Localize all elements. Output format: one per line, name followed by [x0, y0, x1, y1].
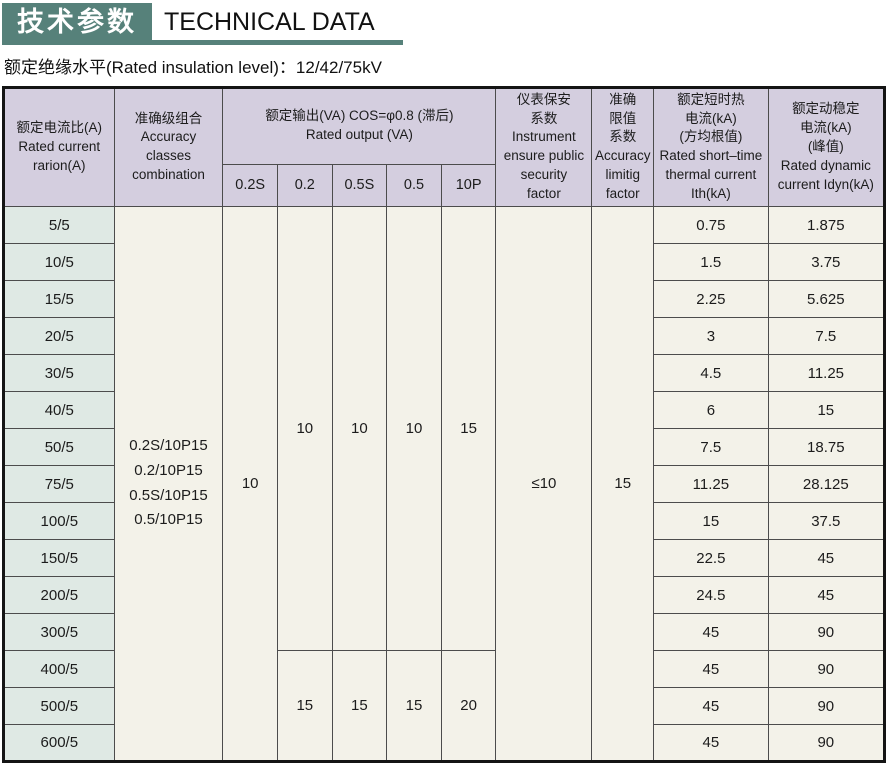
output-0-5-lower-cell: 15	[386, 650, 442, 763]
thermal-current-cell: 24.5	[653, 576, 769, 615]
thermal-current-cell: 11.25	[653, 465, 769, 504]
dynamic-current-cell: 15	[767, 391, 886, 430]
thermal-current-cell: 4.5	[653, 354, 769, 393]
table-header: 额定电流比(A) Rated current rarion(A) 准确级组合 A…	[3, 86, 886, 208]
dynamic-current-cell: 18.75	[767, 428, 886, 467]
security-factor-cell: ≤10	[495, 206, 593, 763]
dynamic-current-cell: 7.5	[767, 317, 886, 356]
sub-col-header-0-5S: 0.5S	[331, 163, 388, 208]
output-10P-lower-cell: 20	[440, 650, 497, 763]
dynamic-current-cell: 45	[767, 576, 886, 615]
col-header-thermal-current: 额定短时热 电流(kA) (方均根值) Rated short–time the…	[653, 86, 769, 208]
thermal-current-cell: 3	[653, 317, 769, 356]
rated-current-ratio-cell: 300/5	[3, 613, 115, 652]
sub-col-header-0-5: 0.5	[386, 163, 442, 208]
output-0-5-upper-cell: 10	[386, 206, 442, 652]
table-row-500-5: 500/5 45 90	[3, 687, 886, 726]
table-row-300-5: 300/5 45 90	[3, 613, 886, 652]
header-row-output-classes: 0.2S 0.2 0.5S 0.5 10P	[4, 163, 885, 208]
table-row-600-5: 600/5 45 90	[3, 724, 886, 763]
col-header-limit-factor: 准确 限值 系数 Accuracy limitig factor	[591, 86, 655, 208]
rated-current-ratio-cell: 400/5	[3, 650, 115, 689]
thermal-current-cell: 45	[653, 724, 769, 763]
table-row-75-5: 75/5 11.25 28.125	[3, 465, 886, 504]
rated-current-ratio-cell: 30/5	[3, 354, 115, 393]
table-row-10-5: 10/5 1.5 3.75	[3, 243, 886, 282]
output-0-5S-upper-cell: 10	[331, 206, 388, 652]
dynamic-current-cell: 45	[767, 539, 886, 578]
dynamic-current-cell: 90	[767, 613, 886, 652]
table-row-50-5: 50/5 7.5 18.75	[3, 428, 886, 467]
dynamic-current-cell: 11.25	[767, 354, 886, 393]
dynamic-current-cell: 28.125	[767, 465, 886, 504]
sub-col-header-0-2: 0.2	[276, 163, 333, 208]
thermal-current-cell: 6	[653, 391, 769, 430]
page-title-cn: 技术参数	[2, 3, 152, 45]
page-header: 技术参数 TECHNICAL DATA	[2, 3, 886, 45]
thermal-current-cell: 45	[653, 650, 769, 689]
table-row-40-5: 40/5 6 15	[3, 391, 886, 430]
dynamic-current-cell: 3.75	[767, 243, 886, 282]
rated-current-ratio-cell: 200/5	[3, 576, 115, 615]
dynamic-current-cell: 90	[767, 650, 886, 689]
table-row-200-5: 200/5 24.5 45	[3, 576, 886, 615]
rated-current-ratio-cell: 10/5	[3, 243, 115, 282]
table-row-5-5: 5/5 0.2S/10P15 0.2/10P15 0.5S/10P15 0.5/1…	[3, 206, 886, 763]
col-header-accuracy-classes: 准确级组合 Accuracy classes combination	[113, 86, 224, 208]
thermal-current-cell: 7.5	[653, 428, 769, 467]
header-row-main: 额定电流比(A) Rated current rarion(A) 准确级组合 A…	[3, 86, 886, 208]
table-row-15-5: 15/5 2.25 5.625	[3, 280, 886, 319]
table-body: 5/5 0.2S/10P15 0.2/10P15 0.5S/10P15 0.5/1…	[3, 206, 886, 763]
rated-current-ratio-cell: 600/5	[3, 724, 115, 763]
thermal-current-cell: 15	[653, 502, 769, 541]
dynamic-current-cell: 37.5	[767, 502, 886, 541]
thermal-current-cell: 45	[653, 687, 769, 726]
rated-current-ratio-cell: 500/5	[3, 687, 115, 726]
thermal-current-cell: 2.25	[653, 280, 769, 319]
rated-current-ratio-cell: 50/5	[3, 428, 115, 467]
limit-factor-cell: 15	[591, 206, 655, 763]
thermal-current-cell: 0.75	[653, 206, 769, 245]
rated-current-ratio-cell: 20/5	[3, 317, 115, 356]
rated-current-ratio-cell: 5/5	[3, 206, 115, 245]
col-header-rated-current-ratio: 额定电流比(A) Rated current rarion(A)	[3, 86, 115, 208]
output-0-2-lower-cell: 15	[276, 650, 333, 763]
col-header-security-factor: 仪表保安 系数 Instrument ensure public securit…	[495, 86, 593, 208]
rated-current-ratio-cell: 75/5	[3, 465, 115, 504]
output-0-5S-lower-cell: 15	[331, 650, 388, 763]
output-0-2S-cell: 10	[222, 206, 278, 763]
thermal-current-cell: 1.5	[653, 243, 769, 282]
dynamic-current-cell: 90	[767, 724, 886, 763]
thermal-current-cell: 45	[653, 613, 769, 652]
rated-current-ratio-cell: 40/5	[3, 391, 115, 430]
rated-current-ratio-cell: 150/5	[3, 539, 115, 578]
output-10P-upper-cell: 15	[440, 206, 497, 652]
insulation-level-subtitle: 额定绝缘水平(Rated insulation level)：12/42/75k…	[4, 57, 382, 77]
table-row-150-5: 150/5 22.5 45	[3, 539, 886, 578]
output-0-2-upper-cell: 10	[276, 206, 333, 652]
thermal-current-cell: 22.5	[653, 539, 769, 578]
accuracy-classes-cell: 0.2S/10P15 0.2/10P15 0.5S/10P15 0.5/10P1…	[113, 206, 224, 763]
rated-current-ratio-cell: 100/5	[3, 502, 115, 541]
dynamic-current-cell: 1.875	[767, 206, 886, 245]
table-row-400-5: 400/5 15 15 15 20 45 90	[3, 650, 886, 763]
col-header-dynamic-current: 额定动稳定 电流(kA) (峰值) Rated dynamic current …	[767, 86, 886, 208]
dynamic-current-cell: 5.625	[767, 280, 886, 319]
sub-col-header-0-2S: 0.2S	[222, 163, 278, 208]
rated-current-ratio-cell: 15/5	[3, 280, 115, 319]
technical-data-table: 额定电流比(A) Rated current rarion(A) 准确级组合 A…	[2, 85, 886, 764]
table-row-30-5: 30/5 4.5 11.25	[3, 354, 886, 393]
sub-col-header-10P: 10P	[440, 163, 497, 208]
dynamic-current-cell: 90	[767, 687, 886, 726]
col-header-rated-output-group: 额定输出(VA) COS=φ0.8 (滞后) Rated output (VA)	[222, 86, 497, 165]
page-title-en: TECHNICAL DATA	[152, 9, 403, 45]
